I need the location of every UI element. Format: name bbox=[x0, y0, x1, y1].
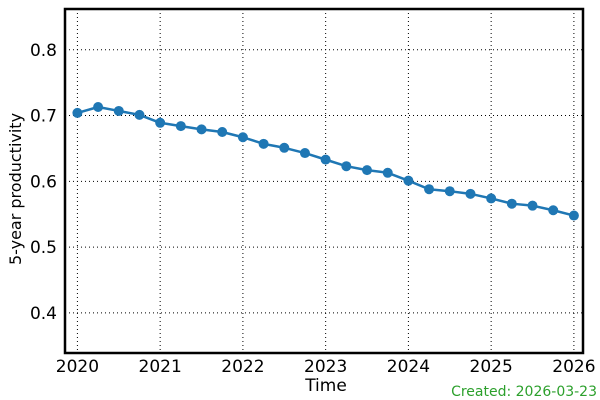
data-point bbox=[506, 198, 517, 209]
data-point bbox=[362, 165, 373, 176]
data-point bbox=[113, 105, 124, 116]
data-point bbox=[279, 142, 290, 153]
data-point bbox=[237, 132, 248, 143]
data-point bbox=[175, 121, 186, 132]
y-tick-label: 0.8 bbox=[30, 41, 57, 61]
data-point bbox=[527, 200, 538, 211]
data-point bbox=[320, 154, 331, 165]
data-point bbox=[134, 109, 145, 120]
x-tick-label: 2024 bbox=[387, 357, 430, 377]
data-point bbox=[444, 186, 455, 197]
axes-frame bbox=[63, 7, 585, 355]
y-axis-label: 5-year productivity bbox=[6, 113, 25, 265]
data-point bbox=[341, 161, 352, 172]
data-point bbox=[217, 126, 228, 137]
y-tick-label: 0.6 bbox=[30, 172, 57, 192]
y-tick-label: 0.5 bbox=[30, 238, 57, 258]
data-point bbox=[465, 188, 476, 199]
data-point bbox=[299, 148, 310, 159]
data-point bbox=[196, 124, 207, 135]
x-tick-label: 2026 bbox=[552, 357, 595, 377]
data-point bbox=[155, 117, 166, 128]
data-point bbox=[72, 107, 83, 118]
x-tick-label: 2023 bbox=[304, 357, 347, 377]
x-tick-label: 2025 bbox=[470, 357, 513, 377]
x-axis-label: Time bbox=[304, 376, 347, 396]
data-point bbox=[403, 175, 414, 186]
data-point bbox=[424, 184, 435, 195]
data-point bbox=[568, 210, 579, 221]
y-tick-label: 0.4 bbox=[30, 304, 57, 324]
data-point bbox=[486, 193, 497, 204]
data-point bbox=[382, 167, 393, 178]
x-tick-label: 2022 bbox=[221, 357, 264, 377]
x-tick-label: 2020 bbox=[56, 357, 99, 377]
data-point bbox=[548, 205, 559, 216]
created-date-annotation: Created: 2026-03-23 bbox=[451, 384, 597, 400]
data-point bbox=[258, 138, 269, 149]
x-tick-label: 2021 bbox=[139, 357, 182, 377]
data-point bbox=[93, 102, 104, 113]
y-tick-label: 0.7 bbox=[30, 107, 57, 127]
